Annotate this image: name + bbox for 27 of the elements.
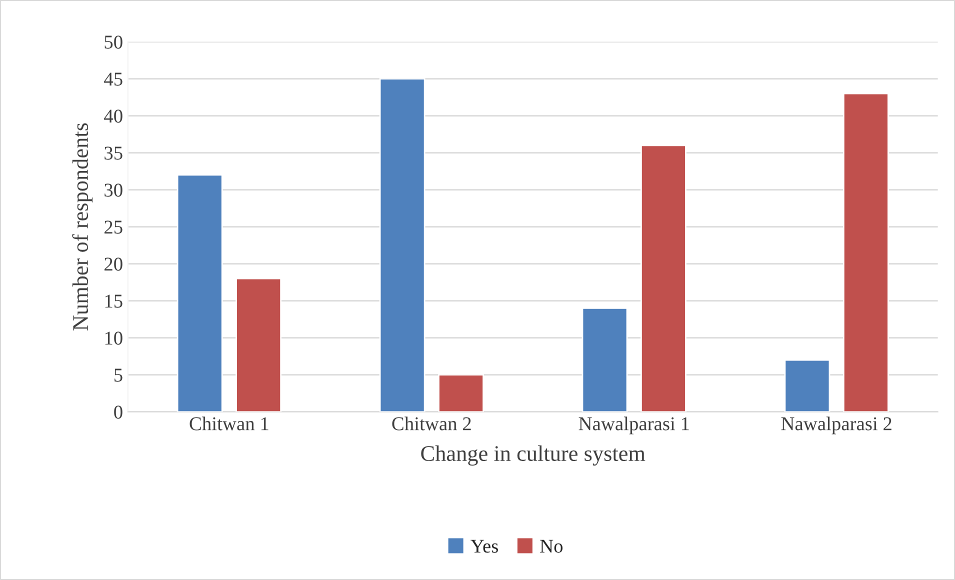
y-tick-label: 15 <box>105 294 122 308</box>
y-tick-label: 40 <box>104 110 122 123</box>
legend-label: No <box>540 540 563 553</box>
x-tick-label: Chitwan 1 <box>190 416 268 430</box>
bar <box>438 374 484 412</box>
y-tick-label: 35 <box>104 146 122 160</box>
x-axis-title: Change in culture system <box>421 445 646 466</box>
y-tick-label: 5 <box>114 368 122 382</box>
y-tick-label: 20 <box>104 258 122 271</box>
legend-label: Yes <box>470 540 498 553</box>
x-tick-label: Nawalparasi 2 <box>781 416 892 434</box>
x-tick-label: Nawalparasi 1 <box>578 416 689 434</box>
y-tick-label: 50 <box>104 36 122 49</box>
bar <box>379 78 426 412</box>
bar <box>582 307 628 412</box>
bar <box>842 92 889 412</box>
bar <box>176 174 223 412</box>
y-tick-label: 45 <box>104 72 122 86</box>
y-tick-label: 30 <box>104 184 122 197</box>
y-tick-label: 0 <box>114 406 122 419</box>
x-tick-label: Chitwan 2 <box>392 416 471 430</box>
y-axis-title: Number of respondents <box>72 123 93 330</box>
bar <box>784 359 830 412</box>
bar <box>236 278 282 412</box>
y-tick-label: 10 <box>105 332 122 345</box>
bar <box>640 144 686 412</box>
y-tick-label: 25 <box>104 220 122 234</box>
